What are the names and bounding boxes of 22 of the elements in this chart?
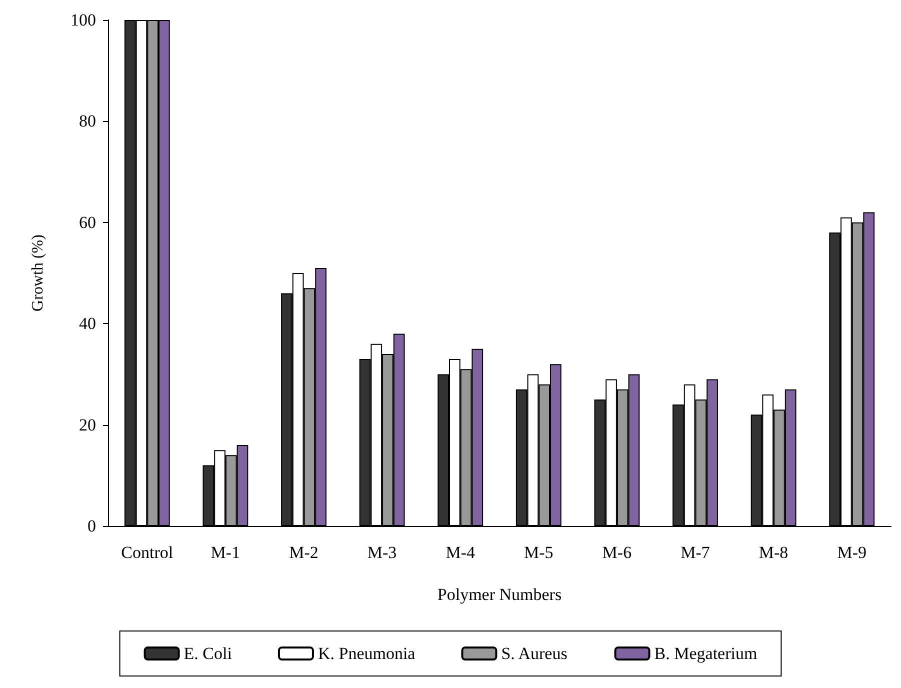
- legend-label: B. Megaterium: [654, 644, 758, 663]
- x-axis-title: Polymer Numbers: [437, 585, 562, 604]
- legend-label: K. Pneumonia: [318, 644, 416, 663]
- x-tick-label: M-4: [446, 543, 476, 562]
- x-tick-label: M-5: [524, 543, 554, 562]
- y-tick-label: 80: [79, 112, 96, 131]
- x-tick-label: M-1: [210, 543, 240, 562]
- x-tick-label: Control: [121, 543, 174, 562]
- y-tick-label: 60: [79, 212, 96, 232]
- y-axis-title: Growth (%): [30, 234, 46, 312]
- y-tick-label: 40: [79, 314, 96, 334]
- x-tick-label: M-6: [602, 543, 632, 562]
- x-tick-label: M-9: [837, 543, 866, 562]
- y-tick-label: 20: [79, 415, 96, 434]
- y-tick-label: 0: [88, 516, 96, 536]
- x-tick-label: M-3: [367, 543, 397, 562]
- legend-label: S. Aureus: [501, 644, 568, 663]
- y-tick-label: 100: [70, 10, 96, 30]
- x-tick-label: M-7: [680, 543, 710, 562]
- x-tick-label: M-2: [289, 543, 318, 562]
- x-tick-label: M-8: [758, 543, 788, 562]
- legend-label: E. Coli: [184, 644, 232, 663]
